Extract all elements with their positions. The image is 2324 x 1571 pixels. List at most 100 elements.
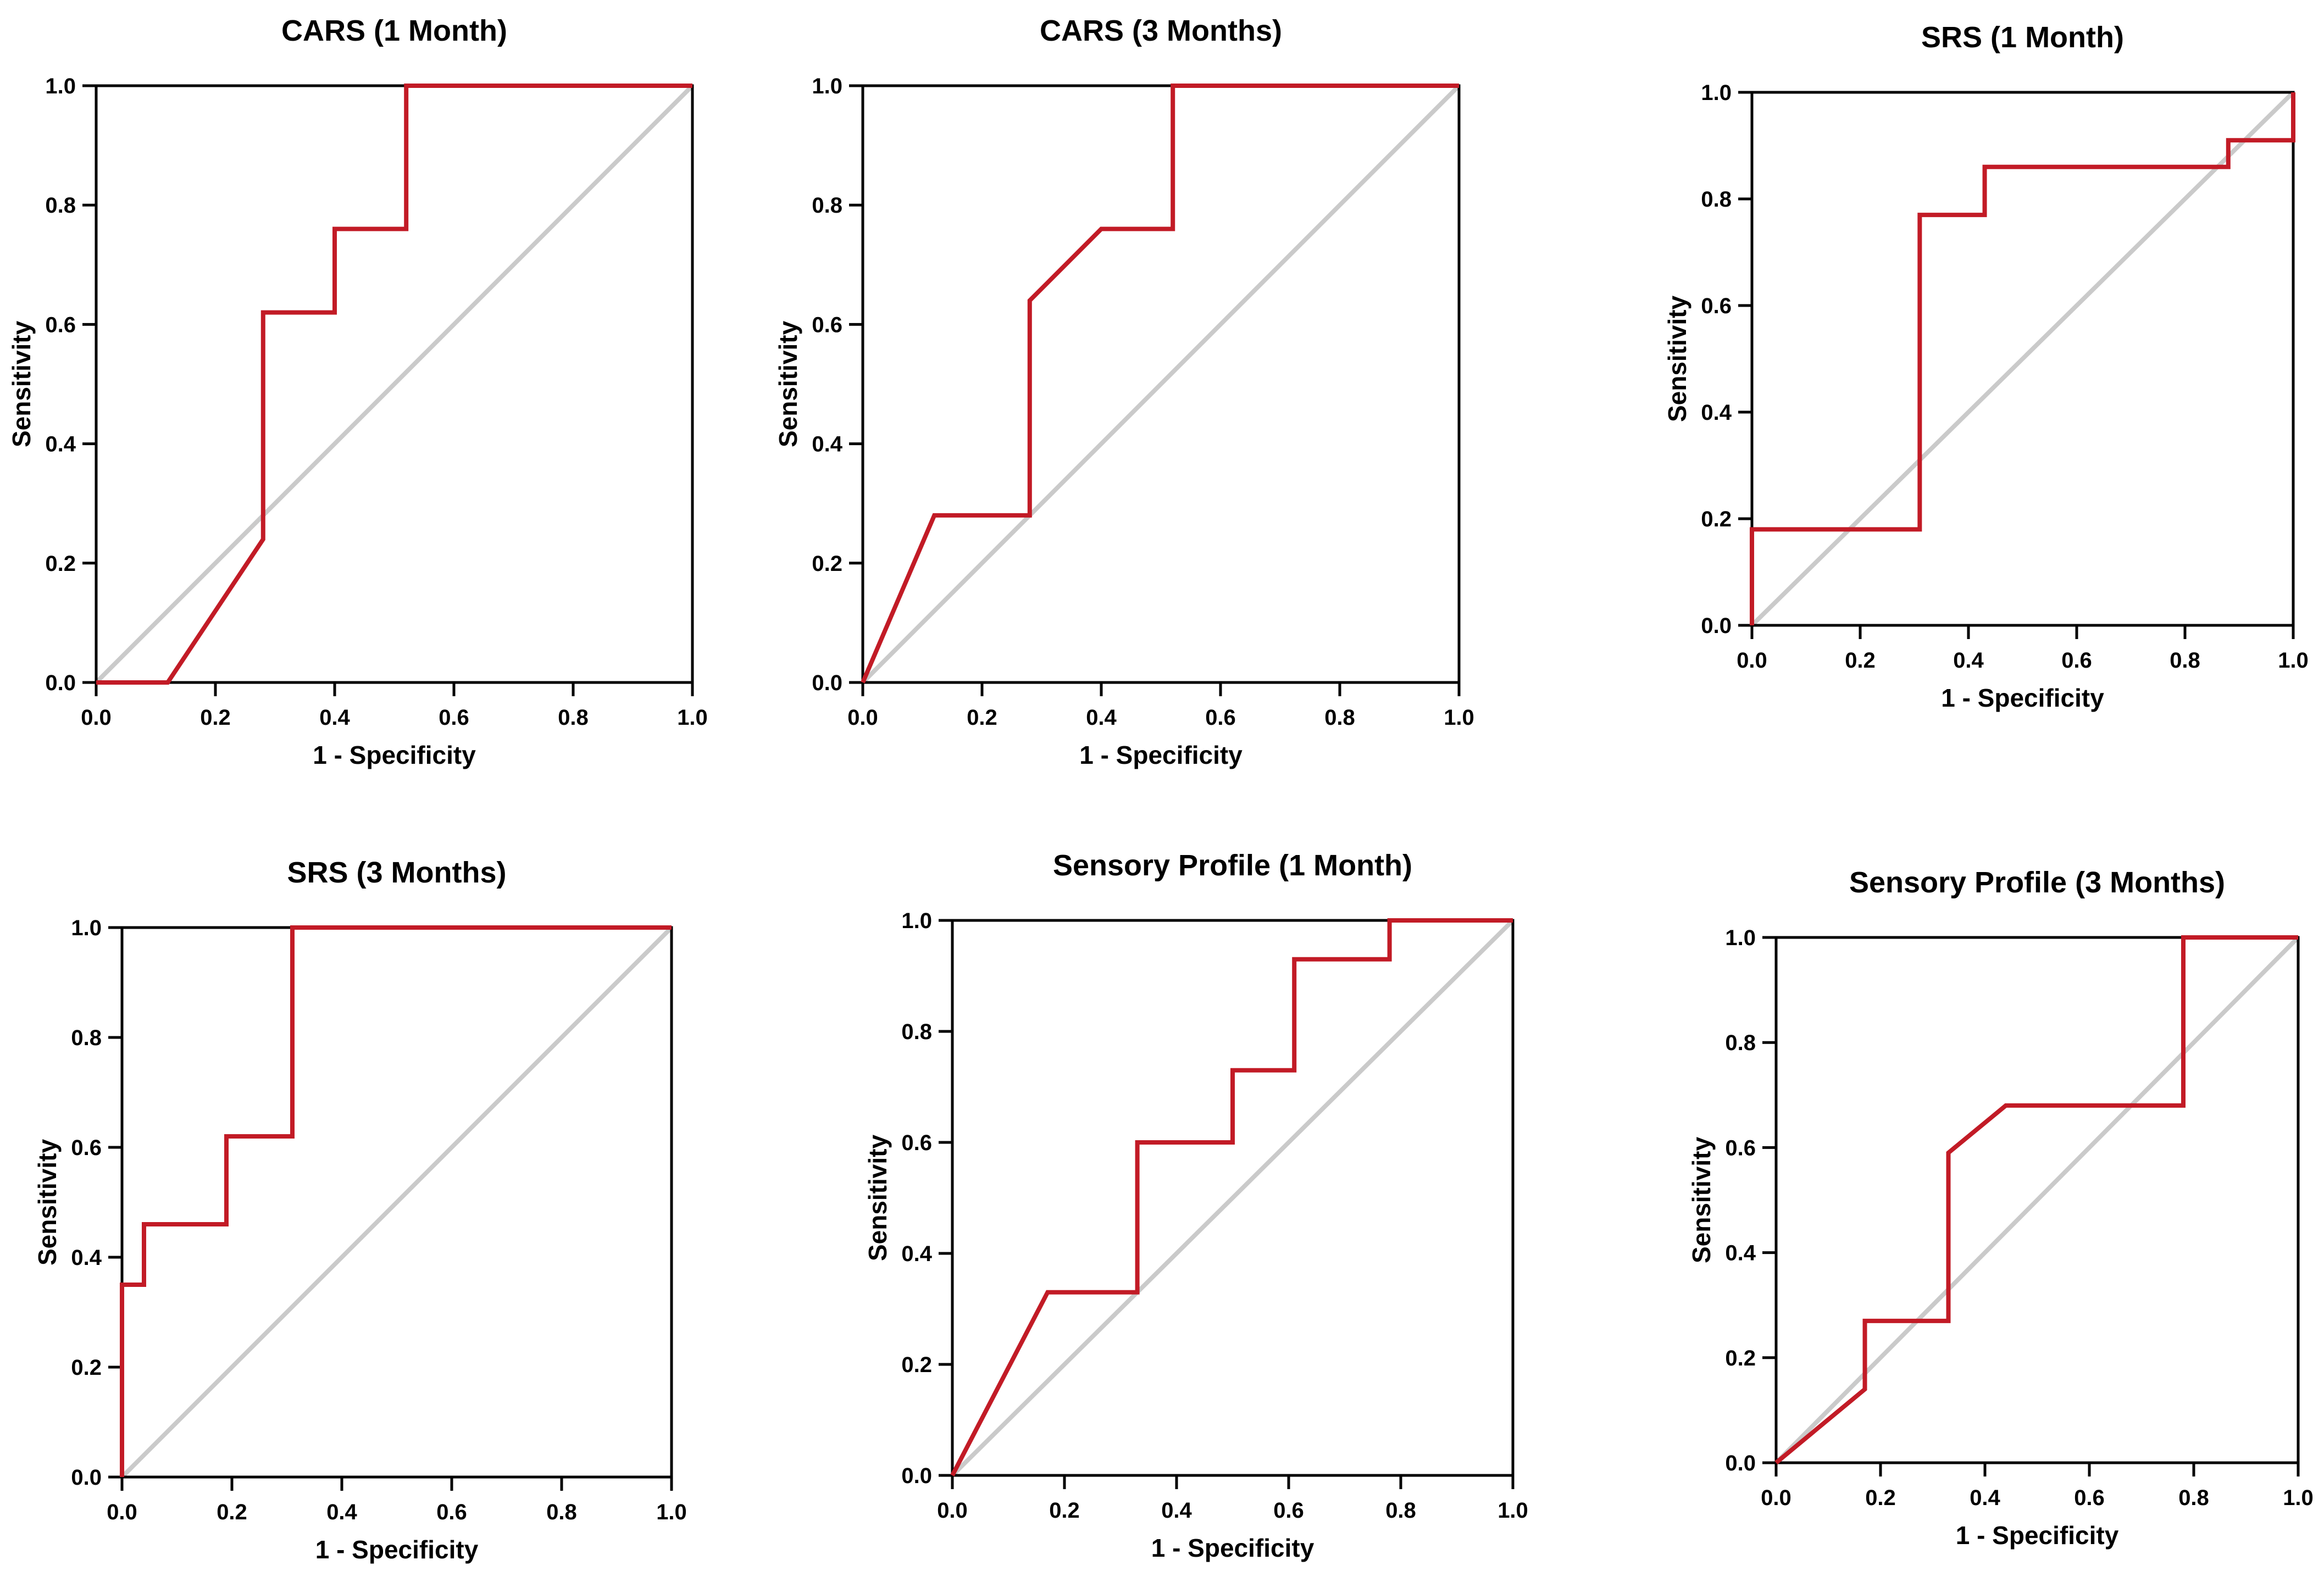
y-tick-label: 0.0 [45, 671, 76, 695]
y-tick-label: 0.4 [1725, 1241, 1756, 1265]
y-tick-label: 0.4 [812, 432, 842, 457]
roc-curve-line [1750, 92, 2295, 625]
x-tick-label: 0.8 [546, 1500, 577, 1524]
y-tick-label: 0.8 [812, 193, 842, 218]
y-tick-label: 0.2 [71, 1356, 102, 1380]
x-axis-title: 1 - Specificity [1956, 1521, 2119, 1550]
reference-diagonal-line [120, 926, 673, 1479]
x-tick-label: 1.0 [2278, 648, 2309, 673]
y-tick-label: 1.0 [901, 909, 932, 933]
x-axis-title: 1 - Specificity [315, 1535, 479, 1564]
x-tick-label: 0.0 [1761, 1486, 1791, 1510]
x-tick-label: 0.4 [1953, 648, 1984, 673]
chart-title: CARS (1 Month) [281, 14, 507, 47]
x-tick-label: 0.4 [1970, 1486, 2000, 1510]
y-tick-label: 0.2 [812, 552, 842, 576]
reference-diagonal-line [1774, 936, 2300, 1464]
x-tick-label: 0.4 [326, 1500, 357, 1524]
x-tick-label: 0.2 [217, 1500, 247, 1524]
plot-frame [1750, 91, 2295, 627]
x-tick-label: 0.6 [436, 1500, 467, 1524]
x-tick-label: 0.8 [1385, 1498, 1416, 1523]
y-tick-label: 0.0 [901, 1464, 932, 1488]
chart-title: CARS (3 Months) [1040, 14, 1282, 47]
x-tick-label: 0.6 [1205, 706, 1236, 730]
x-tick-label: 1.0 [2283, 1486, 2314, 1510]
x-tick-label: 0.4 [1161, 1498, 1192, 1523]
roc-plot: 0.0 0.2 0.4 0.6 0.8 1.0 0.0 0.2 0.4 0.6 0.8 1.0 1 - … [1687, 926, 2314, 1550]
x-tick-label: 0.6 [439, 706, 469, 730]
y-tick-label: 0.6 [45, 313, 76, 337]
x-tick-label: 0.6 [2074, 1486, 2105, 1510]
x-tick-label: 1.0 [677, 706, 708, 730]
y-tick-label: 0.4 [71, 1246, 102, 1270]
plot-frame [861, 84, 1461, 684]
y-tick-label: 0.0 [71, 1465, 102, 1490]
y-tick-label: 1.0 [71, 916, 102, 940]
y-tick-label: 0.2 [901, 1353, 932, 1377]
y-tick-label: 1.0 [812, 74, 842, 98]
roc-plot: 0.0 0.2 0.4 0.6 0.8 1.0 0.0 0.2 0.4 0.6 0.8 1.0 1 - … [1663, 81, 2309, 712]
y-tick-label: 0.2 [45, 552, 76, 576]
y-tick-label: 0.2 [1701, 507, 1732, 531]
y-tick-label: 0.8 [1725, 1031, 1756, 1055]
roc-plot: 0.0 0.2 0.4 0.6 0.8 1.0 0.0 0.2 0.4 0.6 0.8 1.0 1 - … [7, 74, 708, 769]
y-tick-label: 1.0 [45, 74, 76, 98]
y-tick-label: 0.4 [45, 432, 76, 457]
x-axis-title: 1 - Specificity [1079, 741, 1243, 769]
y-tick-label: 0.4 [901, 1242, 932, 1266]
y-tick-label: 1.0 [1725, 926, 1756, 950]
y-tick-label: 0.6 [1701, 294, 1732, 318]
y-axis-title: Sensitivity [774, 321, 802, 448]
x-tick-label: 0.2 [1845, 648, 1876, 673]
y-axis-title: Sensitivity [1687, 1137, 1716, 1264]
reference-diagonal-line [1750, 91, 2295, 627]
x-tick-label: 0.2 [1865, 1486, 1896, 1510]
x-tick-label: 0.6 [2061, 648, 2092, 673]
x-tick-label: 0.0 [107, 1500, 137, 1524]
y-axis-title: Sensitivity [863, 1135, 892, 1262]
x-tick-label: 0.0 [81, 706, 112, 730]
chart-title: Sensory Profile (3 Months) [1849, 866, 2226, 899]
y-tick-label: 0.6 [901, 1131, 932, 1155]
chart-title: SRS (3 Months) [287, 856, 507, 889]
x-tick-label: 1.0 [1497, 1498, 1528, 1523]
x-tick-label: 1.0 [656, 1500, 687, 1524]
y-tick-label: 0.2 [1725, 1346, 1756, 1370]
y-axis-title: Sensitivity [7, 321, 36, 448]
x-tick-label: 0.0 [937, 1498, 968, 1523]
y-axis-title: Sensitivity [1663, 296, 1691, 423]
roc-curve-line [861, 84, 1459, 684]
y-tick-label: 0.6 [1725, 1136, 1756, 1160]
x-axis-title: 1 - Specificity [1151, 1534, 1314, 1562]
reference-diagonal-line [951, 919, 1515, 1477]
y-tick-label: 0.8 [1701, 187, 1732, 212]
plot-frame [951, 919, 1515, 1477]
x-tick-label: 0.8 [2178, 1486, 2209, 1510]
x-tick-label: 0.2 [967, 706, 997, 730]
x-tick-label: 0.8 [558, 706, 589, 730]
roc-curve-line [96, 84, 692, 685]
y-tick-label: 0.0 [812, 671, 842, 695]
roc-plot: 0.0 0.2 0.4 0.6 0.8 1.0 0.0 0.2 0.4 0.6 0.8 1.0 1 - … [774, 74, 1474, 769]
y-tick-label: 0.8 [45, 193, 76, 218]
plot-frame [95, 84, 694, 684]
y-tick-label: 1.0 [1701, 81, 1732, 105]
roc-curve-line [1774, 935, 2298, 1465]
reference-diagonal-line [861, 84, 1461, 684]
x-tick-label: 0.8 [1324, 706, 1355, 730]
x-axis-title: 1 - Specificity [1941, 684, 2104, 712]
x-axis-title: 1 - Specificity [313, 741, 476, 769]
x-tick-label: 0.4 [1086, 706, 1117, 730]
y-tick-label: 0.8 [901, 1020, 932, 1044]
y-tick-label: 0.0 [1725, 1451, 1756, 1475]
roc-plot: 0.0 0.2 0.4 0.6 0.8 1.0 0.0 0.2 0.4 0.6 0.8 1.0 1 - … [863, 909, 1528, 1562]
x-tick-label: 0.8 [2170, 648, 2200, 673]
x-tick-label: 0.2 [200, 706, 231, 730]
x-tick-label: 1.0 [1444, 706, 1474, 730]
y-tick-label: 0.4 [1701, 401, 1732, 425]
y-tick-label: 0.8 [71, 1026, 102, 1050]
y-tick-label: 0.0 [1701, 614, 1732, 638]
y-tick-label: 0.6 [812, 313, 842, 337]
x-tick-label: 0.6 [1273, 1498, 1304, 1523]
